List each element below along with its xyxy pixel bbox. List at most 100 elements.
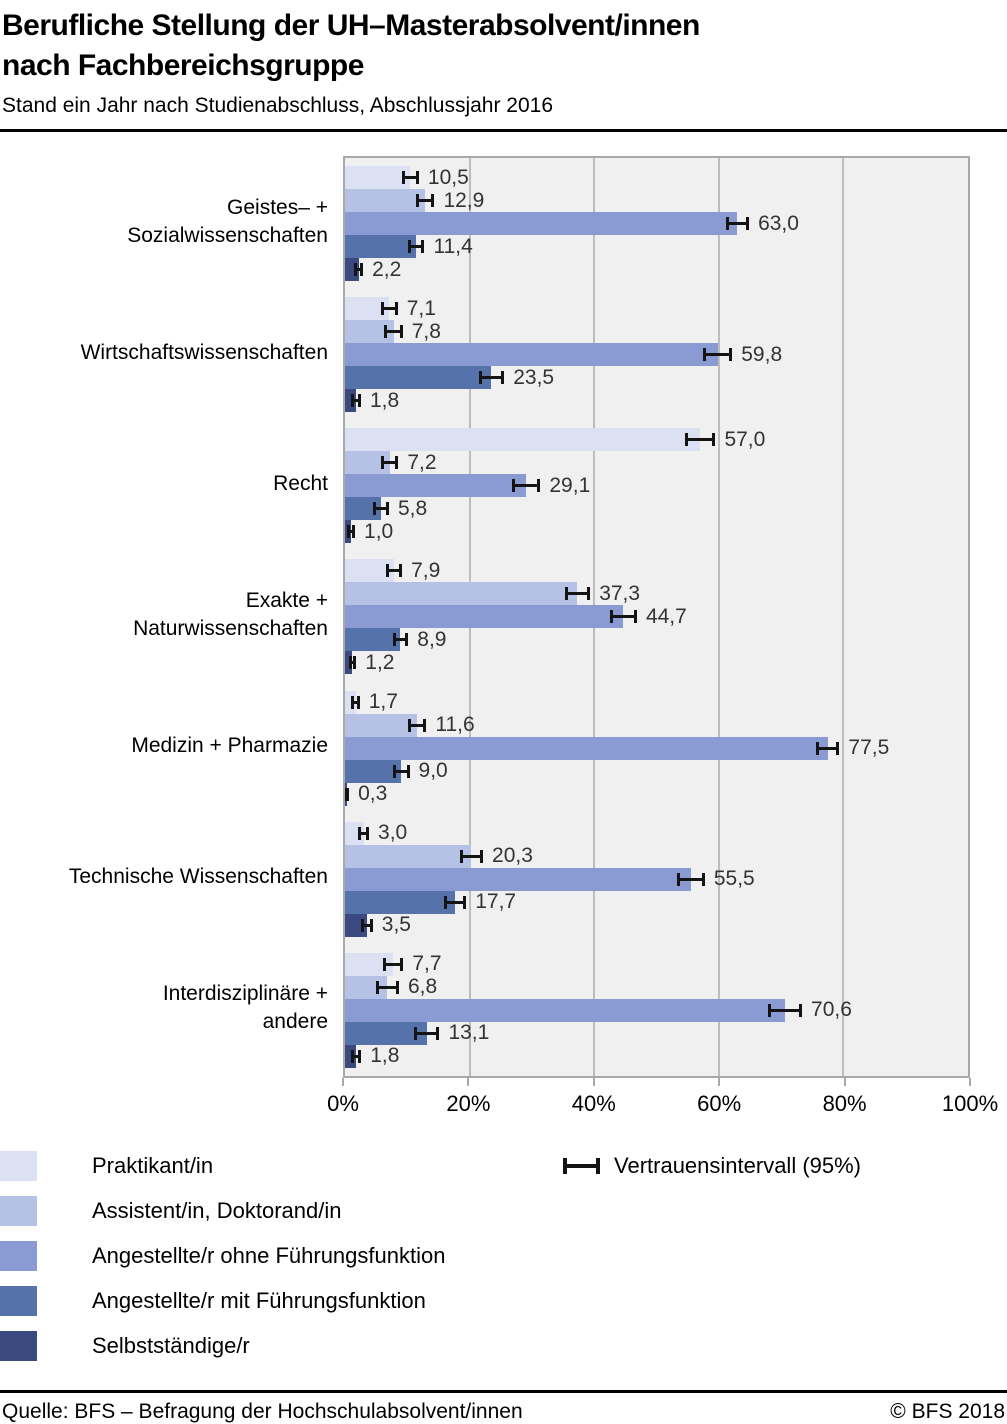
bar-row: 1,2 <box>345 651 968 675</box>
bar-row: 63,0 <box>345 211 968 236</box>
value-label: 63,0 <box>758 211 799 235</box>
bar-group: 7,7 6,8 70,6 13,1 1,8 <box>345 945 968 1076</box>
axis-tick <box>592 1078 595 1086</box>
value-label: 7,9 <box>411 558 441 582</box>
bar-group: 7,9 37,3 44,7 8,9 1,2 <box>345 551 968 682</box>
category-label: Recht <box>0 418 343 549</box>
legend-item-label: Angestellte/r mit Führungsfunktion <box>92 1288 426 1313</box>
category-label-line: Geistes– + <box>227 195 328 219</box>
bar-row: 20,3 <box>345 844 968 868</box>
bar <box>345 497 382 521</box>
bar-group: 10,5 12,9 63,0 11,4 2,2 <box>345 158 968 289</box>
axis-tick-label: 100% <box>941 1091 999 1116</box>
error-bar <box>348 656 356 670</box>
plot-area: 10,5 12,9 63,0 11,4 2,2 7,1 7,8 59,8 23,5 1,8 57,0… <box>343 156 970 1078</box>
bar <box>345 166 411 190</box>
bar <box>345 582 578 606</box>
legend-swatch <box>0 1286 37 1316</box>
bar <box>345 867 691 891</box>
value-label: 59,8 <box>741 342 783 366</box>
bar-row: 11,6 <box>345 713 968 737</box>
error-bar <box>610 610 637 624</box>
value-label: 1,0 <box>364 519 394 543</box>
legend-item: Angestellte/r mit Führungsfunktion <box>0 1286 1007 1316</box>
legend-item: Angestellte/r ohne Führungsfunktion <box>0 1241 1007 1271</box>
error-bar <box>358 826 369 840</box>
error-bar <box>384 325 403 339</box>
value-label: 44,7 <box>645 604 687 628</box>
axis-tick <box>969 1078 971 1086</box>
bar-row: 44,7 <box>345 604 968 629</box>
category-label-line: andere <box>262 1010 328 1034</box>
bar <box>345 651 353 675</box>
error-bar <box>767 1003 803 1017</box>
axis-tick <box>342 1078 344 1086</box>
legend-item-label: Selbstständige/r <box>92 1333 250 1358</box>
error-bar <box>459 849 484 863</box>
bar-row: 2,2 <box>345 258 968 282</box>
value-label: 3,0 <box>378 821 408 845</box>
value-label: 1,8 <box>369 388 400 412</box>
chart: Geistes– + Sozialwissenschaften Wirtschaft… <box>0 156 1007 1078</box>
error-bar <box>676 872 705 886</box>
value-label: 23,5 <box>513 365 555 389</box>
bar <box>345 189 426 213</box>
bar-group: 3,0 20,3 55,5 17,7 3,5 <box>345 814 968 945</box>
bar-group: 7,1 7,8 59,8 23,5 1,8 <box>345 289 968 420</box>
value-label: 8,9 <box>417 627 447 651</box>
value-label: 11,4 <box>433 234 473 258</box>
ci-legend-label: Vertrauensintervall (95%) <box>614 1153 862 1178</box>
value-label: 37,3 <box>599 581 641 605</box>
category-label-line: Exakte + <box>245 588 328 612</box>
bar <box>345 451 390 475</box>
ci-legend: Vertrauensintervall (95%) <box>563 1151 861 1181</box>
error-bar <box>702 348 733 362</box>
bar <box>345 297 390 321</box>
bar <box>345 605 624 629</box>
value-label: 57,0 <box>724 427 766 451</box>
axis-tick-label: 40% <box>571 1091 616 1116</box>
error-bar <box>408 718 427 732</box>
gridline <box>717 158 720 1076</box>
bar-row: 7,2 <box>345 451 968 475</box>
error-bar <box>351 1049 362 1063</box>
bar-row: 7,7 <box>345 952 968 976</box>
value-label: 5,8 <box>397 496 428 520</box>
legend: Praktikant/in Assistent/in, Doktorand/in A… <box>0 1151 1007 1361</box>
error-bar <box>354 263 363 277</box>
bar <box>345 628 401 652</box>
error-bar <box>416 194 435 208</box>
axis-tick-label: 0% <box>327 1091 359 1116</box>
bar-row: 57,0 <box>345 427 968 452</box>
bar-row: 3,0 <box>345 821 968 845</box>
page-subtitle: Stand ein Jahr nach Studienabschluss, Ab… <box>2 94 554 117</box>
x-axis: 0% 20% 40% 60% 80% 100% <box>327 1078 998 1124</box>
category-label: Geistes– + Sozialwissenschaften <box>0 156 343 287</box>
bar-group: 1,7 11,6 77,5 9,0 0,3 <box>344 683 968 814</box>
bar <box>345 1044 357 1068</box>
error-bar <box>381 456 399 470</box>
bar-row: 37,3 <box>345 581 968 606</box>
bar-group: 57,0 7,2 29,1 5,8 1,0 <box>345 420 968 551</box>
error-bar <box>347 525 355 539</box>
bar-row: 11,4 <box>345 234 968 259</box>
footer: Quelle: BFS – Befragung der Hochschulabs… <box>0 1390 1007 1424</box>
axis-tick <box>467 1078 470 1086</box>
bar-row: 7,8 <box>345 320 968 344</box>
axis-tick-label: 80% <box>822 1091 867 1116</box>
bar-row: 59,8 <box>345 342 968 367</box>
legend-swatch <box>0 1331 37 1361</box>
source-text: Quelle: BFS – Befragung der Hochschulabs… <box>2 1400 523 1423</box>
legend-item: Assistent/in, Doktorand/in <box>0 1196 1007 1226</box>
bar-row: 1,8 <box>345 388 968 413</box>
axis-tick-label: 60% <box>697 1091 742 1116</box>
bar-row: 5,8 <box>345 496 968 521</box>
legend-item-label: Angestellte/r ohne Führungsfunktion <box>92 1243 446 1268</box>
error-bar <box>375 980 400 994</box>
bar-row: 7,1 <box>345 297 968 321</box>
bar-row: 1,7 <box>345 690 968 714</box>
error-bar <box>386 564 402 578</box>
error-bar <box>478 371 504 385</box>
error-bar <box>392 633 408 647</box>
bar-row: 70,6 <box>345 998 968 1022</box>
